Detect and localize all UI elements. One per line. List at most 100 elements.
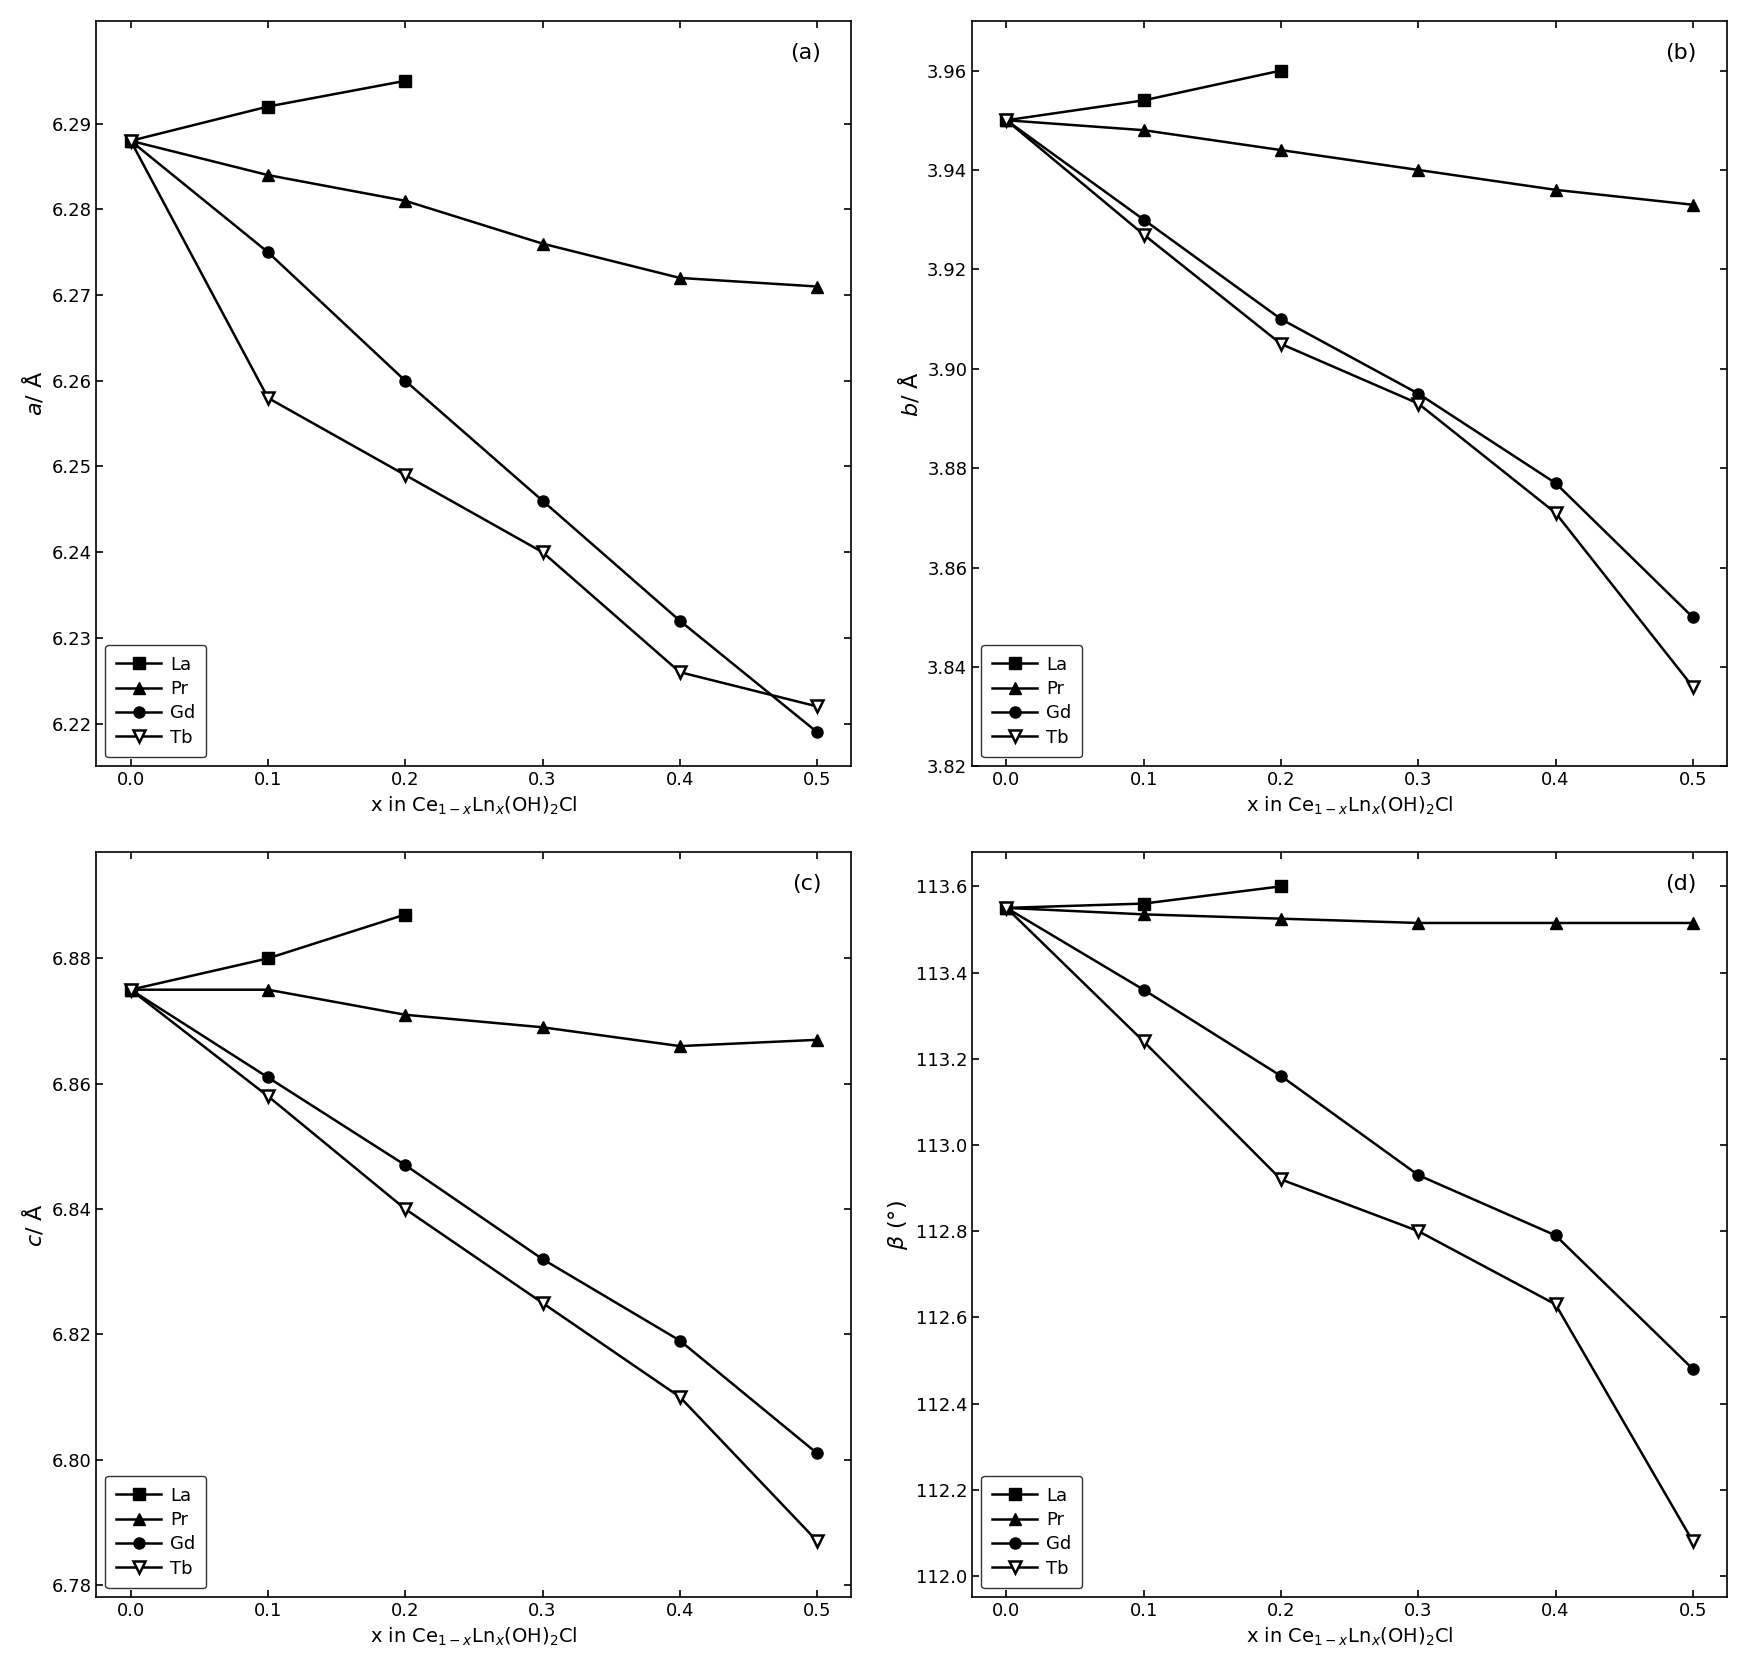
- Pr: [531, 1018, 552, 1038]
- Gd: [257, 1068, 278, 1088]
- La: [1133, 90, 1154, 110]
- Gd: [1407, 1165, 1428, 1185]
- Gd: [121, 130, 142, 150]
- La: [395, 70, 416, 90]
- Tb: [1271, 1170, 1292, 1190]
- La: [1271, 60, 1292, 80]
- X-axis label: x in Ce$_{1-x}$Ln$_x$(OH)$_2$Cl: x in Ce$_{1-x}$Ln$_x$(OH)$_2$Cl: [1246, 794, 1453, 818]
- Y-axis label: $b$/ Å: $b$/ Å: [897, 371, 921, 417]
- Tb: [531, 542, 552, 562]
- Line: Tb: Tb: [126, 985, 823, 1547]
- Line: La: La: [126, 910, 411, 995]
- Gd: [996, 898, 1017, 918]
- Gd: [121, 980, 142, 1000]
- Pr: [395, 1005, 416, 1025]
- Tb: [1407, 1222, 1428, 1242]
- Tb: [395, 466, 416, 486]
- Tb: [1545, 502, 1566, 522]
- Pr: [257, 980, 278, 1000]
- Pr: [1133, 905, 1154, 925]
- Pr: [1271, 140, 1292, 160]
- Tb: [806, 1530, 827, 1551]
- La: [121, 130, 142, 150]
- Tb: [669, 663, 690, 683]
- Tb: [1271, 334, 1292, 354]
- Gd: [1682, 1359, 1703, 1379]
- Y-axis label: $c$/ Å: $c$/ Å: [21, 1203, 45, 1247]
- Gd: [1545, 1225, 1566, 1245]
- Pr: [395, 190, 416, 210]
- Tb: [1133, 1031, 1154, 1051]
- La: [996, 898, 1017, 918]
- Pr: [669, 1036, 690, 1056]
- Tb: [1407, 394, 1428, 414]
- Line: La: La: [126, 75, 411, 147]
- Tb: [531, 1293, 552, 1314]
- Gd: [806, 1444, 827, 1464]
- Tb: [669, 1387, 690, 1407]
- Tb: [121, 130, 142, 150]
- La: [257, 948, 278, 968]
- La: [395, 905, 416, 925]
- Y-axis label: $a$/ Å: $a$/ Å: [21, 371, 45, 416]
- Gd: [669, 611, 690, 631]
- X-axis label: x in Ce$_{1-x}$Ln$_x$(OH)$_2$Cl: x in Ce$_{1-x}$Ln$_x$(OH)$_2$Cl: [371, 1626, 577, 1649]
- Pr: [1545, 913, 1566, 933]
- Legend: La, Pr, Gd, Tb: La, Pr, Gd, Tb: [105, 1475, 206, 1589]
- Pr: [1271, 908, 1292, 928]
- Pr: [806, 277, 827, 297]
- Gd: [531, 1248, 552, 1268]
- Text: (d): (d): [1666, 875, 1697, 895]
- Tb: [996, 898, 1017, 918]
- Line: Gd: Gd: [126, 135, 823, 738]
- Tb: [996, 110, 1017, 130]
- Line: Pr: Pr: [126, 985, 823, 1051]
- Line: Pr: Pr: [126, 135, 823, 292]
- Tb: [121, 980, 142, 1000]
- Pr: [1133, 120, 1154, 140]
- Y-axis label: $\beta$ (°): $\beta$ (°): [886, 1200, 911, 1250]
- Gd: [996, 110, 1017, 130]
- La: [257, 97, 278, 117]
- Pr: [531, 234, 552, 254]
- Tb: [395, 1198, 416, 1218]
- Line: Pr: Pr: [1002, 903, 1699, 928]
- Line: Gd: Gd: [126, 985, 823, 1459]
- Line: Gd: Gd: [1002, 115, 1699, 623]
- Line: Pr: Pr: [1002, 115, 1699, 210]
- Text: (c): (c): [792, 875, 822, 895]
- Gd: [1133, 980, 1154, 1000]
- Line: La: La: [1002, 65, 1287, 125]
- Pr: [1682, 913, 1703, 933]
- Pr: [806, 1030, 827, 1050]
- Gd: [257, 242, 278, 262]
- Tb: [257, 387, 278, 407]
- Gd: [806, 723, 827, 743]
- Gd: [395, 371, 416, 391]
- Line: Gd: Gd: [1002, 903, 1699, 1375]
- Pr: [1682, 195, 1703, 215]
- Line: Tb: Tb: [1002, 903, 1699, 1547]
- Line: Tb: Tb: [1002, 115, 1699, 693]
- Tb: [1682, 678, 1703, 698]
- Text: (b): (b): [1666, 43, 1697, 63]
- La: [121, 980, 142, 1000]
- Gd: [1407, 384, 1428, 404]
- Line: Tb: Tb: [126, 135, 823, 713]
- Tb: [1682, 1532, 1703, 1552]
- Legend: La, Pr, Gd, Tb: La, Pr, Gd, Tb: [105, 644, 206, 758]
- Pr: [257, 165, 278, 185]
- Pr: [996, 898, 1017, 918]
- Gd: [669, 1330, 690, 1350]
- Tb: [806, 696, 827, 716]
- Gd: [1133, 210, 1154, 230]
- Gd: [531, 491, 552, 511]
- X-axis label: x in Ce$_{1-x}$Ln$_x$(OH)$_2$Cl: x in Ce$_{1-x}$Ln$_x$(OH)$_2$Cl: [1246, 1626, 1453, 1649]
- Pr: [1407, 913, 1428, 933]
- Gd: [1271, 309, 1292, 329]
- La: [996, 110, 1017, 130]
- Pr: [669, 269, 690, 289]
- Tb: [1133, 225, 1154, 245]
- Gd: [1682, 608, 1703, 628]
- Pr: [996, 110, 1017, 130]
